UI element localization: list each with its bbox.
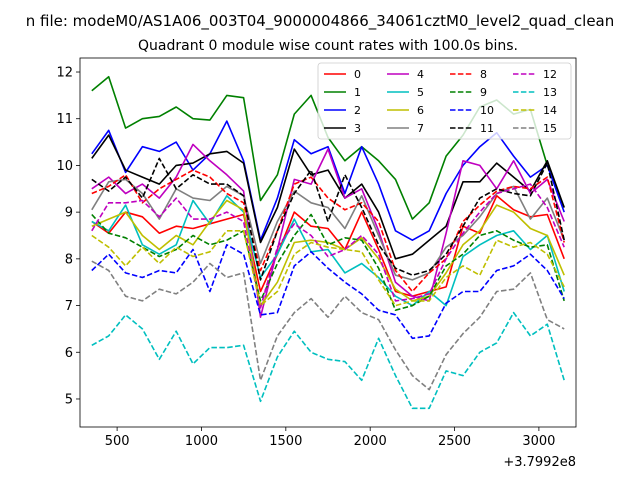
y-tick-label: 12 <box>56 66 73 81</box>
series-line-14 <box>91 230 565 307</box>
legend-label-8: 8 <box>480 68 487 81</box>
chart-title: Quadrant 0 module wise count rates with … <box>138 38 518 54</box>
y-tick-label: 9 <box>65 206 73 221</box>
legend-label-13: 13 <box>543 86 557 99</box>
legend-label-0: 0 <box>354 68 361 81</box>
x-tick-label: 2000 <box>354 434 387 449</box>
legend-label-6: 6 <box>417 104 424 117</box>
series-line-11 <box>91 157 565 281</box>
series-line-13 <box>91 311 565 410</box>
y-tick-label: 7 <box>65 299 73 314</box>
y-tick-label: 5 <box>65 392 73 407</box>
legend-box <box>317 62 572 140</box>
x-tick-label: 1000 <box>185 434 218 449</box>
series-line-7 <box>91 178 565 281</box>
axes-frame <box>79 57 577 428</box>
series-line-10 <box>91 244 565 340</box>
legend-label-10: 10 <box>480 104 494 117</box>
legend-label-3: 3 <box>354 122 361 135</box>
x-tick-label: 2500 <box>438 434 471 449</box>
y-tick-label: 11 <box>56 112 73 127</box>
series-line-0 <box>91 195 565 298</box>
legend-label-2: 2 <box>354 104 361 117</box>
series-line-9 <box>91 213 565 312</box>
legend-label-11: 11 <box>480 122 494 135</box>
y-tick-label: 8 <box>65 252 73 267</box>
figure-suptitle: n file: modeM0/AS1A06_003T04_9000004866_… <box>26 12 615 31</box>
series-line-4 <box>91 143 565 319</box>
series-line-6 <box>91 199 565 307</box>
series-line-15 <box>91 260 565 391</box>
series-line-2 <box>91 120 565 241</box>
x-offset-label: +3.7992e8 <box>503 455 576 470</box>
x-tick-label: 1500 <box>269 434 302 449</box>
x-tick-label: 500 <box>105 434 130 449</box>
legend-label-5: 5 <box>417 86 424 99</box>
y-tick-label: 6 <box>65 346 73 361</box>
series-line-5 <box>91 195 565 307</box>
series-line-12 <box>91 183 565 309</box>
legend-label-9: 9 <box>480 86 487 99</box>
legend-label-4: 4 <box>417 68 424 81</box>
series-line-8 <box>91 169 565 293</box>
x-tick-label: 3000 <box>522 434 555 449</box>
legend-label-7: 7 <box>417 122 424 135</box>
legend-label-14: 14 <box>543 104 557 117</box>
series-line-3 <box>91 134 565 260</box>
legend-label-12: 12 <box>543 68 557 81</box>
legend-label-1: 1 <box>354 86 361 99</box>
y-tick-label: 10 <box>56 159 73 174</box>
legend-label-15: 15 <box>543 122 557 135</box>
